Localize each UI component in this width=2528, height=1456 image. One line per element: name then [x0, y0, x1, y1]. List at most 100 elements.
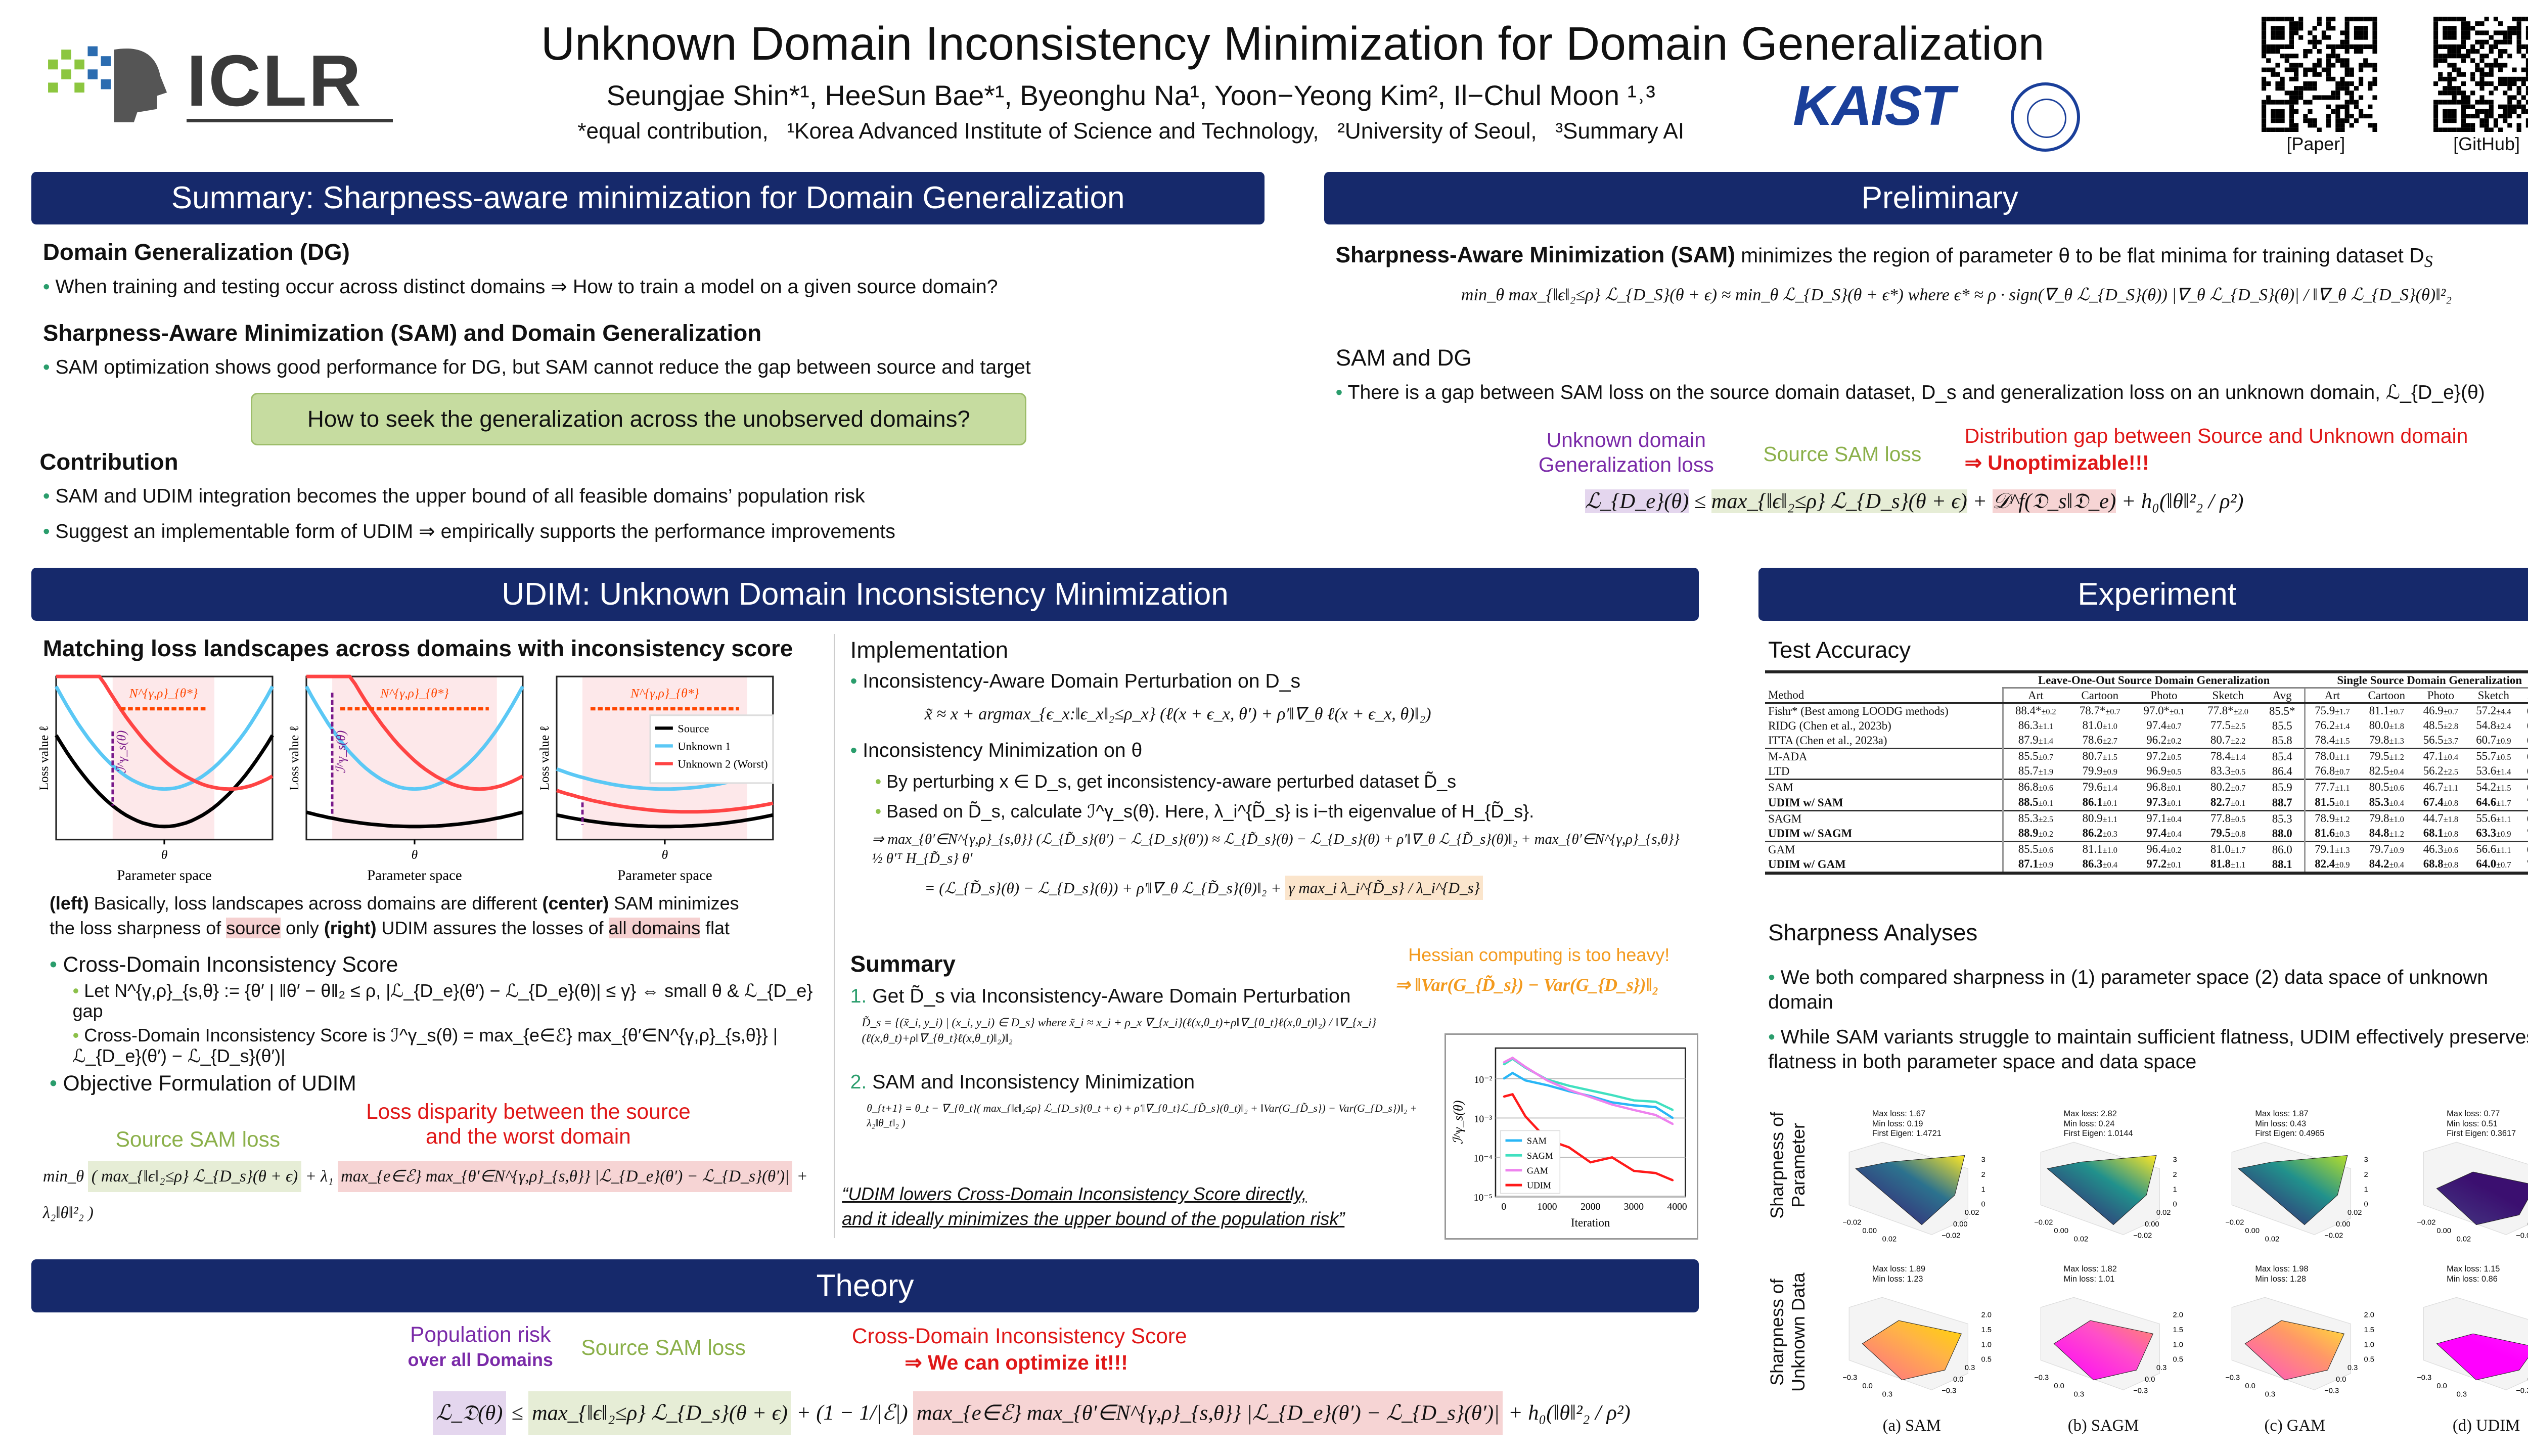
y-axis-label: Loss value ℓ — [36, 725, 51, 791]
plot-frame — [55, 675, 274, 841]
population-risk-label: Population risk over all Domains — [408, 1322, 553, 1371]
github-qr-label: [GitHub] — [2453, 133, 2520, 155]
surface-plot: 3 2 1 0 −0.02 0.02 0.00 0.00 0.02 −0.02 — [2226, 1142, 2368, 1244]
landscape-panel: N^{γ,ρ}_{θ*} ℐ^γ_s(θ) Loss value ℓ θ Paramet… — [287, 674, 525, 884]
theory-section-header: Theory — [31, 1259, 1699, 1312]
inconsistency-score-label: ℐ^γ_s(θ) — [334, 731, 348, 774]
value-cell: 79.9±0.9 — [2082, 764, 2117, 778]
data-point — [1568, 1089, 1570, 1091]
row-label-parameter: Sharpness of Parameter — [1766, 1112, 1809, 1219]
z-tick-label: 3 — [1981, 1156, 1985, 1164]
data-point — [1511, 1094, 1514, 1096]
x-tick-label: −0.3 — [1842, 1374, 1857, 1382]
column-header: Avg — [2520, 688, 2528, 704]
value-cell: 77.5±2.5 — [2210, 719, 2246, 732]
x-tick-label: 0.02 — [2265, 1236, 2280, 1244]
source-curve — [306, 810, 523, 829]
summary-step-1: 1. Get D̃_s via Inconsistency-Aware Doma… — [850, 985, 1351, 1008]
sharpness-stat: Max loss: 2.82 — [2063, 1109, 2117, 1119]
preliminary-section-header: Preliminary — [1324, 171, 2528, 225]
summary-section-header: Summary: Sharpness-aware minimization fo… — [31, 171, 1265, 225]
github-qr-code[interactable] — [2433, 16, 2528, 132]
qr-code-icon — [2433, 16, 2528, 132]
sharpness-stat: First Eigen: 1.0144 — [2063, 1129, 2133, 1139]
row-label-data: Sharpness of Unknown Data — [1766, 1272, 1809, 1392]
value-cell: 85.9 — [2260, 779, 2306, 795]
y-tick-label: 10⁻⁵ — [1474, 1193, 1493, 1203]
value-cell: 65.4 — [2520, 840, 2528, 857]
contribution-bullet: • SAM and UDIM integration becomes the u… — [42, 485, 865, 507]
value-cell: 81.1±0.7 — [2369, 704, 2404, 717]
objective-disparity-label: Loss disparity between the source and th… — [366, 1099, 691, 1148]
value-cell: 80.0±1.8 — [2369, 719, 2404, 732]
value-cell: 79.6±1.4 — [2067, 779, 2132, 795]
value-cell: 64.8 — [2520, 779, 2528, 795]
data-point — [1503, 1063, 1505, 1066]
x-tick-label: 0.0 — [2054, 1382, 2064, 1390]
value-cell: 84.2±0.4 — [2369, 857, 2404, 871]
x-axis-label: Parameter space — [368, 868, 462, 884]
value-cell: 78.7*±0.7 — [2079, 704, 2120, 717]
data-point — [1524, 1066, 1526, 1068]
value-cell: 53.6±1.4 — [2476, 764, 2511, 778]
method-cell: UDIM w/ GAM — [1765, 857, 2004, 872]
value-cell: 79.8±1.0 — [2359, 809, 2415, 826]
data-point — [1546, 1084, 1548, 1086]
sharpness-stat: Min loss: 0.86 — [2447, 1274, 2498, 1284]
y-tick-label: −0.02 — [2516, 1232, 2528, 1240]
value-cell: 74.7 — [2520, 795, 2528, 811]
data-point — [1503, 1096, 1505, 1098]
iclr-head-icon — [48, 46, 167, 122]
impl-eigenvalue-note: • Based on D̃_s, calculate ℐ^γ_s(θ). Her… — [875, 800, 1534, 822]
dg-heading: Domain Generalization (DG) — [42, 239, 350, 265]
udim-section-header: UDIM: Unknown Domain Inconsistency Minim… — [31, 568, 1699, 621]
x-tick-label: −0.02 — [2226, 1219, 2244, 1227]
value-cell: 44.7±1.8 — [2414, 809, 2467, 826]
x-tick-label: −0.02 — [1842, 1219, 1861, 1227]
method-cell: SAM — [1765, 779, 2004, 795]
theory-source-label: Source SAM loss — [581, 1335, 746, 1359]
paper-qr-code[interactable] — [2262, 16, 2378, 132]
value-cell: 60.7±0.9 — [2476, 734, 2511, 747]
y-tick-label: −0.02 — [2133, 1232, 2152, 1240]
y-tick-label: −0.3 — [2325, 1387, 2339, 1395]
sharpness-stat: Min loss: 1.23 — [1872, 1274, 1923, 1284]
value-cell: 97.1±0.4 — [2132, 809, 2196, 826]
y-tick-label: 0.0 — [1953, 1376, 1963, 1384]
value-cell: 77.8±0.5 — [2196, 809, 2260, 826]
value-cell: 85.3±2.5 — [2003, 809, 2068, 826]
value-cell: 79.8±1.3 — [2369, 734, 2404, 747]
value-cell: 76.2±1.4 — [2315, 719, 2350, 732]
z-tick-label: 2 — [2173, 1171, 2177, 1179]
value-cell: 97.2±0.1 — [2146, 857, 2182, 871]
x-axis-label: Parameter space — [618, 868, 712, 884]
value-cell: 97.3±0.1 — [2146, 795, 2182, 808]
column-header: Method — [1765, 688, 2004, 704]
surface-plot: 2.01.51.00.5−0.30.30.00.00.3−0.3 — [2034, 1297, 2183, 1398]
table-row: SAGM 85.3±2.5 80.9±1.1 97.1±0.4 77.8±0.5 85.3… — [1765, 809, 2528, 826]
hessian-heavy-note: Hessian computing is too heavy! — [1408, 944, 1670, 965]
summary-step-1-equation: D̃_s = {(x̃_i, y_i) | (x_i, y_i) ∈ D_s} … — [862, 1016, 1377, 1045]
summary-step-2-equation: θ_{t+1} = θ_t − ∇_{θ_t}( max_{‖ϵ‖₂≤ρ} ℒ_… — [867, 1102, 1418, 1129]
distribution-gap-label: Distribution gap between Source and Unkn… — [1964, 424, 2468, 448]
value-cell: 54.2±1.5 — [2467, 779, 2520, 795]
value-cell: 78.4±1.4 — [2196, 748, 2260, 764]
loss-landscape-figure: N^{γ,ρ}_{θ*} ℐ^γ_s(θ) Loss value ℓ θ Paramet… — [33, 667, 825, 891]
column-header: Sketch — [2196, 688, 2260, 704]
x-tick-label: −0.3 — [2417, 1374, 2431, 1382]
value-cell: 76.8±0.7 — [2315, 764, 2350, 778]
x-tick-label: 0.3 — [2073, 1390, 2084, 1398]
value-cell: 78.0±1.1 — [2305, 748, 2359, 764]
value-cell: 97.4±0.7 — [2146, 719, 2182, 732]
value-cell: 80.2±0.7 — [2196, 779, 2260, 795]
legend-label: Source — [678, 722, 709, 735]
x-tick-label: 3000 — [1624, 1202, 1644, 1212]
legend-label: SAM — [1527, 1136, 1547, 1146]
method-cell: GAM — [1765, 840, 2004, 857]
table-group-header: Leave-One-Out Source Domain Generalizati… — [1765, 673, 2528, 689]
x-tick-label: 2000 — [1581, 1202, 1600, 1212]
legend-label: Unknown 1 — [678, 740, 731, 753]
legend-box — [649, 714, 774, 784]
sharpness-heading: Sharpness Analyses — [1768, 919, 1978, 945]
unknown-2-curve — [56, 674, 274, 791]
